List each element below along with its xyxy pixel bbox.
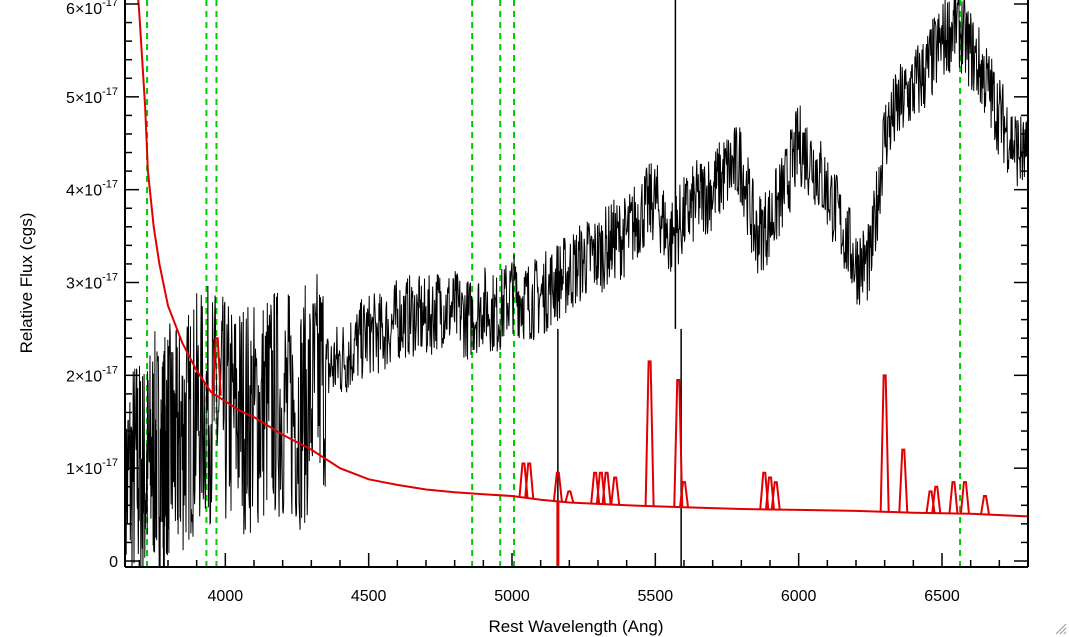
x-tick-label: 5000 bbox=[494, 588, 530, 605]
emission-spike bbox=[770, 481, 781, 510]
y-tick-label: 1×10-17 bbox=[66, 457, 118, 478]
error-series-line bbox=[137, 0, 1028, 518]
x-tick-label: 4000 bbox=[208, 588, 244, 605]
x-axis-title: Rest Wavelength (Ang) bbox=[488, 617, 663, 636]
y-tick-label: 6×10-17 bbox=[66, 0, 118, 18]
x-tick-label: 4500 bbox=[351, 588, 387, 605]
emission-spike bbox=[931, 485, 942, 514]
x-tick-label: 6500 bbox=[924, 588, 960, 605]
y-tick-label: 2×10-17 bbox=[66, 364, 118, 385]
axes bbox=[124, 0, 1029, 568]
series-layer bbox=[125, 0, 1028, 567]
emission-spike bbox=[948, 481, 959, 514]
spectrum-series-line bbox=[125, 0, 1028, 567]
x-tick-label: 5500 bbox=[638, 588, 674, 605]
emission-spike bbox=[673, 378, 684, 507]
emission-spike bbox=[644, 360, 655, 507]
emission-spike bbox=[552, 471, 563, 502]
y-tick-labels: 0 1×10-17 2×10-17 3×10-17 4×10-17 5×10-17 6×10… bbox=[66, 0, 118, 571]
emission-spike bbox=[211, 337, 222, 396]
x-tick-labels: 4000 4500 5000 5500 6000 6500 bbox=[208, 588, 960, 605]
emission-spike bbox=[601, 471, 612, 505]
y-tick-label: 5×10-17 bbox=[66, 86, 118, 107]
emission-spike bbox=[564, 490, 575, 503]
emission-spike bbox=[959, 481, 970, 514]
y-tick-label: 0 bbox=[109, 554, 118, 571]
emission-spike bbox=[524, 462, 535, 499]
resize-grip-icon[interactable] bbox=[1055, 623, 1067, 635]
y-tick-label: 4×10-17 bbox=[66, 179, 118, 200]
y-axis-title: Relative Flux (cgs) bbox=[17, 213, 36, 354]
y-tick-label: 3×10-17 bbox=[66, 272, 118, 293]
emission-spike bbox=[980, 495, 990, 515]
emission-spike bbox=[879, 374, 890, 512]
x-tick-label: 6000 bbox=[781, 588, 817, 605]
emission-spike bbox=[898, 448, 909, 513]
emission-spike bbox=[610, 476, 621, 505]
emission-spike bbox=[679, 481, 689, 508]
